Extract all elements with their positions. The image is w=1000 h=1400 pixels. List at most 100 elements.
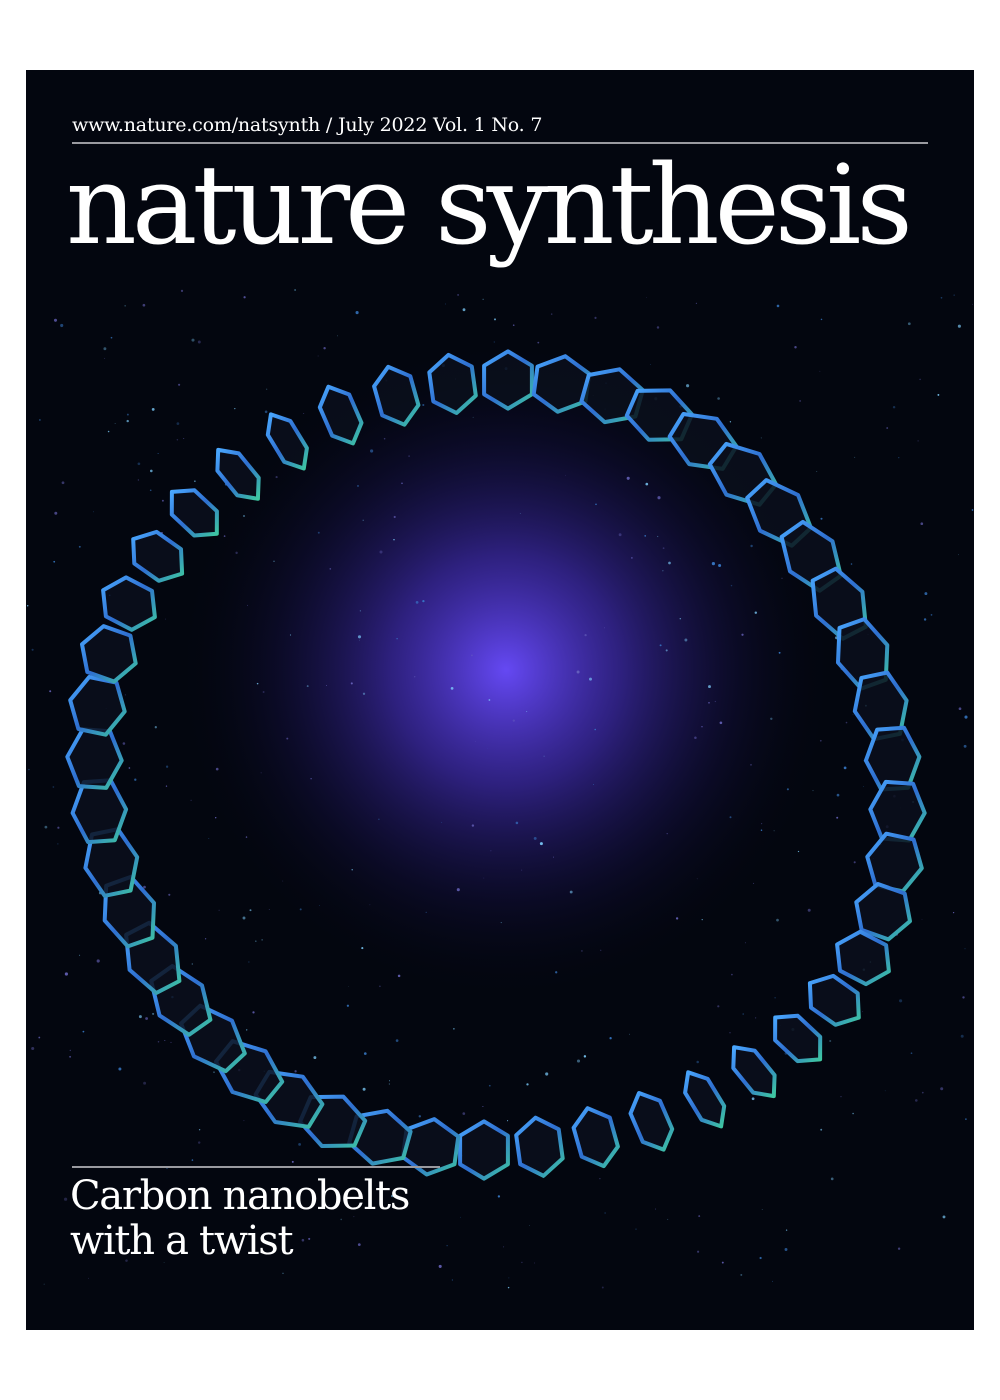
star	[965, 1118, 967, 1120]
star	[215, 767, 219, 771]
star	[760, 829, 763, 831]
star	[843, 766, 847, 770]
star	[729, 1032, 731, 1034]
star	[655, 1208, 656, 1210]
star	[778, 651, 781, 654]
star	[286, 737, 289, 740]
star	[191, 338, 195, 342]
star	[107, 430, 110, 433]
star	[493, 318, 497, 321]
star	[854, 456, 856, 458]
star	[282, 880, 284, 882]
star	[519, 513, 521, 514]
star	[317, 531, 320, 534]
star	[512, 324, 515, 327]
star	[348, 986, 349, 987]
star	[446, 1245, 448, 1247]
star	[635, 1228, 637, 1230]
star	[761, 1209, 763, 1210]
star	[291, 1160, 294, 1163]
star	[143, 1081, 147, 1085]
star	[884, 1090, 886, 1092]
star	[754, 1017, 757, 1019]
star	[154, 726, 157, 729]
star	[609, 1037, 612, 1040]
star	[176, 439, 179, 441]
star	[194, 480, 196, 482]
star	[786, 788, 789, 791]
star	[657, 496, 661, 500]
star	[972, 303, 974, 305]
star	[197, 1141, 201, 1144]
star	[953, 294, 955, 296]
star	[684, 638, 688, 642]
star	[930, 614, 933, 616]
hexagon-ring-segment	[80, 624, 138, 684]
star	[134, 778, 137, 781]
star	[512, 719, 515, 722]
star	[303, 413, 305, 415]
star	[218, 909, 220, 911]
star	[500, 922, 502, 924]
headline-line-2: with a twist	[70, 1218, 294, 1265]
star	[328, 1205, 330, 1207]
star	[729, 816, 732, 819]
star	[243, 296, 246, 299]
journal-masthead: nature synthesis	[66, 141, 913, 269]
star	[543, 755, 545, 757]
star	[103, 347, 107, 351]
star	[248, 961, 250, 963]
star	[717, 1005, 720, 1008]
star	[773, 830, 775, 832]
star	[261, 939, 263, 941]
star	[79, 954, 81, 956]
star	[260, 772, 262, 774]
star	[243, 515, 245, 517]
hexagon-ring-segment	[427, 352, 478, 415]
star	[110, 336, 113, 339]
star	[96, 959, 100, 963]
star	[666, 833, 668, 835]
star	[565, 474, 566, 476]
star	[471, 824, 475, 827]
star	[166, 1168, 168, 1170]
star	[425, 911, 427, 914]
star	[592, 784, 594, 786]
star	[819, 370, 821, 372]
star	[862, 1011, 863, 1013]
magazine-cover: www.nature.com/natsynth / July 2022 Vol.…	[26, 70, 974, 1330]
hexagon-ring-segment	[215, 447, 261, 501]
hexagon-ring-segment	[265, 412, 309, 471]
star	[852, 714, 854, 716]
star	[223, 535, 226, 537]
star	[149, 489, 152, 492]
star	[971, 509, 974, 511]
headline-rule	[72, 1166, 440, 1168]
star	[576, 670, 580, 674]
star	[594, 316, 597, 319]
star	[679, 617, 682, 620]
star	[393, 515, 396, 519]
star	[124, 305, 126, 307]
star	[819, 739, 822, 742]
star	[275, 476, 278, 479]
star	[298, 1143, 301, 1146]
star	[161, 499, 164, 502]
star	[351, 869, 353, 871]
star	[830, 1177, 834, 1181]
star	[626, 476, 630, 480]
star	[157, 452, 159, 454]
star	[529, 1225, 530, 1226]
star	[317, 355, 319, 357]
star	[370, 449, 374, 453]
star	[487, 748, 489, 749]
star	[770, 717, 773, 721]
star	[214, 816, 217, 819]
star	[170, 1041, 172, 1043]
star	[503, 1246, 505, 1248]
star	[69, 1049, 71, 1052]
star	[784, 1248, 788, 1251]
star	[589, 677, 592, 681]
star	[475, 741, 476, 742]
star	[601, 1286, 604, 1289]
